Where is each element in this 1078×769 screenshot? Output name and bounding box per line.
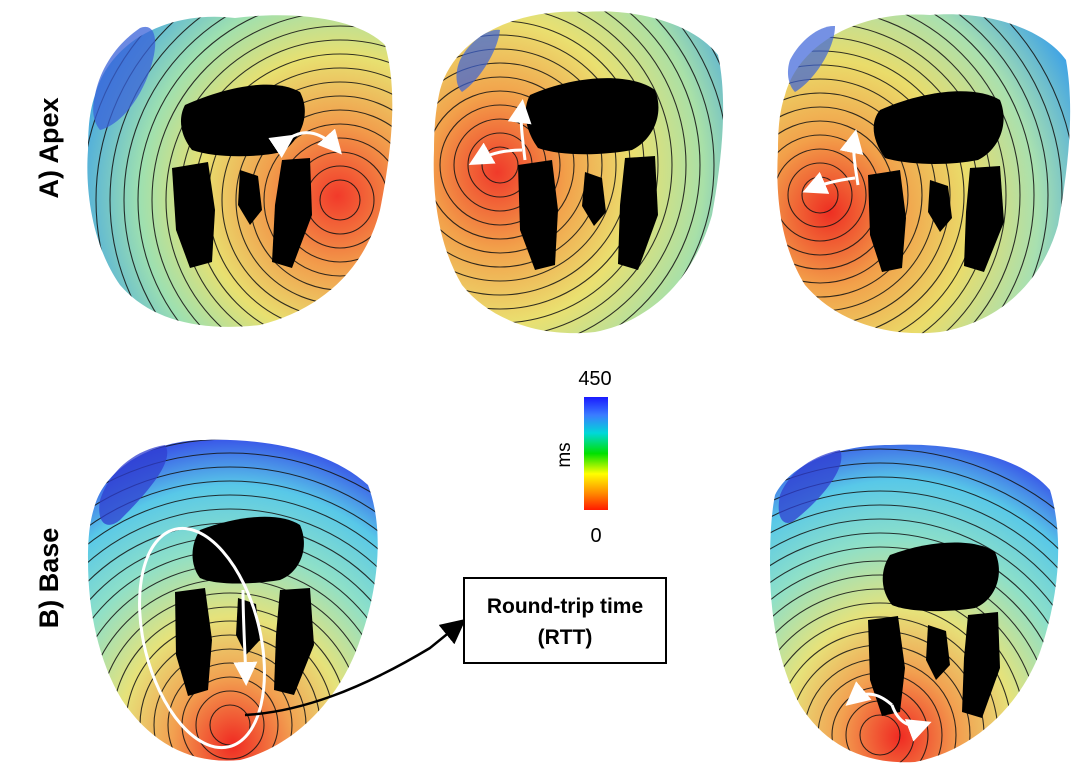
colorbar-min-label: 0: [590, 525, 601, 547]
heart-base-1: [88, 439, 466, 761]
white-arrow-icon: [890, 704, 932, 742]
callout-arrow: [244, 618, 466, 717]
colorbar-unit: ms: [554, 442, 575, 467]
heart-base-2: [770, 444, 1059, 763]
rtt-callout-line2: (RTT): [538, 626, 593, 649]
white-arrow-icon: [839, 129, 864, 186]
white-arrow-icon: [468, 142, 523, 165]
row-label-apex: A) Apex: [34, 97, 64, 198]
heart-apex-2: [433, 11, 724, 334]
white-arrow-icon: [233, 589, 258, 686]
round-trip-ellipse: [138, 526, 266, 750]
white-arrow-icon: [802, 171, 856, 194]
colorbar: 450 ms 0: [554, 368, 612, 547]
white-arrow-icon: [507, 99, 532, 161]
rtt-callout-box: [463, 577, 667, 664]
white-arrow-icon: [845, 681, 893, 707]
rtt-callout: Round-trip time (RTT): [463, 577, 667, 664]
colorbar-gradient: [584, 397, 608, 510]
heart-apex-1: [87, 15, 393, 327]
rtt-callout-line1: Round-trip time: [487, 595, 643, 618]
colorbar-max-label: 450: [578, 368, 611, 390]
white-arrow-icon: [268, 128, 342, 158]
heart-apex-3: [777, 14, 1071, 334]
row-label-base: B) Base: [34, 528, 64, 629]
